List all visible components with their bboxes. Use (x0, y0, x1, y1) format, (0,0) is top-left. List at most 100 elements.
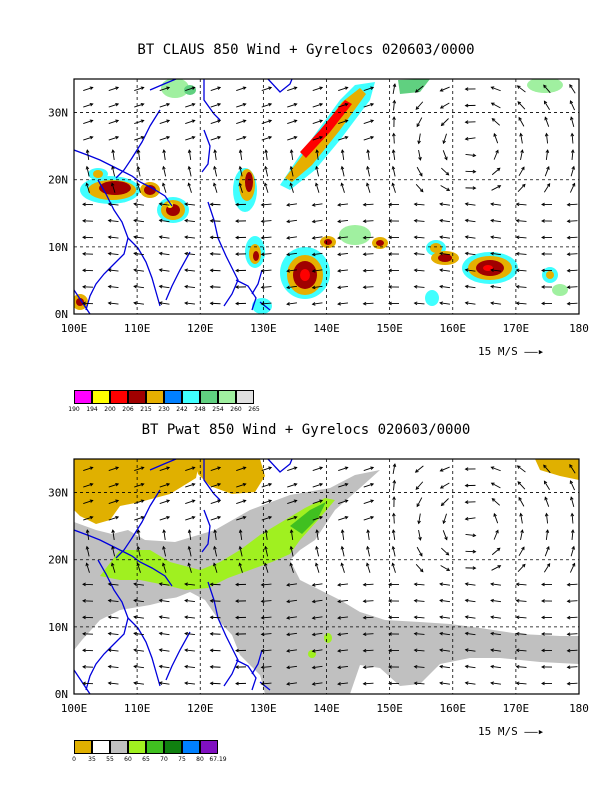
wind-vector (83, 135, 94, 141)
wind-vector (184, 664, 196, 669)
wind-vector (311, 203, 323, 207)
wind-vector (134, 466, 145, 472)
wind-vector (465, 186, 477, 190)
wind-vector (83, 86, 94, 92)
wind-vector (133, 301, 145, 305)
colorbar-swatch (74, 390, 92, 404)
wind-vector (314, 182, 320, 193)
wind-vector (413, 598, 425, 603)
wind-vector (286, 252, 298, 257)
wind-vector (133, 218, 145, 223)
wind-vector (185, 119, 196, 125)
wind-vector (543, 100, 550, 111)
colorbar-swatch (110, 390, 128, 404)
wind-vector (541, 681, 553, 686)
wind-vector (286, 219, 298, 224)
longitude-label: 130E (250, 322, 277, 335)
wind-vector (519, 512, 523, 524)
wind-vector (289, 529, 294, 541)
wind-vector (235, 268, 247, 273)
wind-vector (210, 102, 222, 108)
wind-vector (311, 682, 323, 686)
wind-vector (337, 285, 349, 290)
wind-vector (541, 235, 553, 240)
wind-vector (158, 648, 170, 652)
wind-vector (363, 135, 375, 141)
wind-vector (543, 562, 551, 573)
panel-2-vector-arrow-icon: ——▸ (524, 725, 545, 738)
wind-vector (136, 529, 141, 541)
wind-vector (490, 301, 502, 305)
wind-vector (541, 268, 553, 273)
wind-vector (287, 482, 298, 488)
wind-vector (184, 251, 196, 256)
wind-vector (134, 482, 145, 488)
longitude-label: 110E (124, 322, 151, 335)
wind-vector (569, 463, 576, 474)
latitude-label: 0N (55, 688, 68, 701)
wind-vector (413, 301, 425, 306)
wind-vector (415, 481, 424, 490)
wind-vector (209, 202, 221, 207)
wind-vector (362, 681, 374, 686)
wind-vector (392, 463, 397, 474)
wind-vector (465, 549, 477, 554)
wind-vector (108, 515, 120, 521)
colorbar-swatch (164, 390, 182, 404)
colorbar-label: 75 (178, 756, 186, 763)
wind-vector (366, 545, 371, 557)
wind-vector (107, 251, 119, 256)
wind-vector (491, 565, 502, 571)
wind-vector (515, 631, 527, 636)
wind-vector (210, 499, 222, 505)
wind-vector (337, 268, 349, 273)
wind-vector (519, 132, 523, 144)
wind-vector (337, 252, 349, 257)
wind-vector (83, 466, 94, 472)
wind-vector (337, 219, 349, 224)
wind-vector (107, 218, 119, 223)
panel-2-frame (73, 458, 580, 695)
longitude-label: 160E (440, 322, 467, 335)
wind-vector (570, 132, 575, 144)
wind-vector (133, 681, 145, 685)
wind-vector (187, 165, 192, 177)
wind-vector (287, 466, 298, 472)
wind-vector (311, 219, 323, 224)
wind-vector (209, 219, 221, 223)
wind-vector (392, 116, 396, 128)
colorbar-label: 70 (160, 756, 168, 763)
longitude-label: 110E (124, 702, 151, 715)
wind-vector (566, 648, 578, 653)
wind-vector (362, 235, 374, 240)
longitude-label: 160E (440, 702, 467, 715)
wind-vector (312, 482, 324, 488)
wind-vector (515, 202, 527, 207)
wind-vector (413, 615, 425, 620)
wind-vector (491, 167, 501, 176)
wind-vector (439, 268, 451, 272)
panel-2-colorbar: 0 35 55 60 65 70 75 80 67.19 (72, 740, 374, 770)
wind-vector (464, 598, 476, 603)
wind-vector (515, 301, 527, 306)
wind-vector (515, 681, 527, 686)
wind-vector (133, 631, 145, 636)
wind-vector (413, 202, 425, 207)
wind-vector (235, 202, 247, 207)
wind-vector (238, 562, 243, 573)
wind-vector (311, 302, 323, 306)
wind-vector (518, 116, 525, 127)
wind-vector (315, 529, 319, 541)
panel-1-gridlines (74, 79, 579, 314)
wind-vector (338, 466, 349, 472)
wind-vector (238, 529, 243, 541)
wind-vector (541, 615, 553, 620)
wind-vector (311, 632, 323, 637)
wind-vector (490, 664, 502, 669)
wind-vector (85, 149, 90, 161)
wind-vector (439, 86, 450, 92)
wind-vector (365, 562, 371, 573)
wind-vector (213, 165, 218, 177)
wind-vector (107, 648, 119, 653)
wind-vector (362, 582, 374, 587)
